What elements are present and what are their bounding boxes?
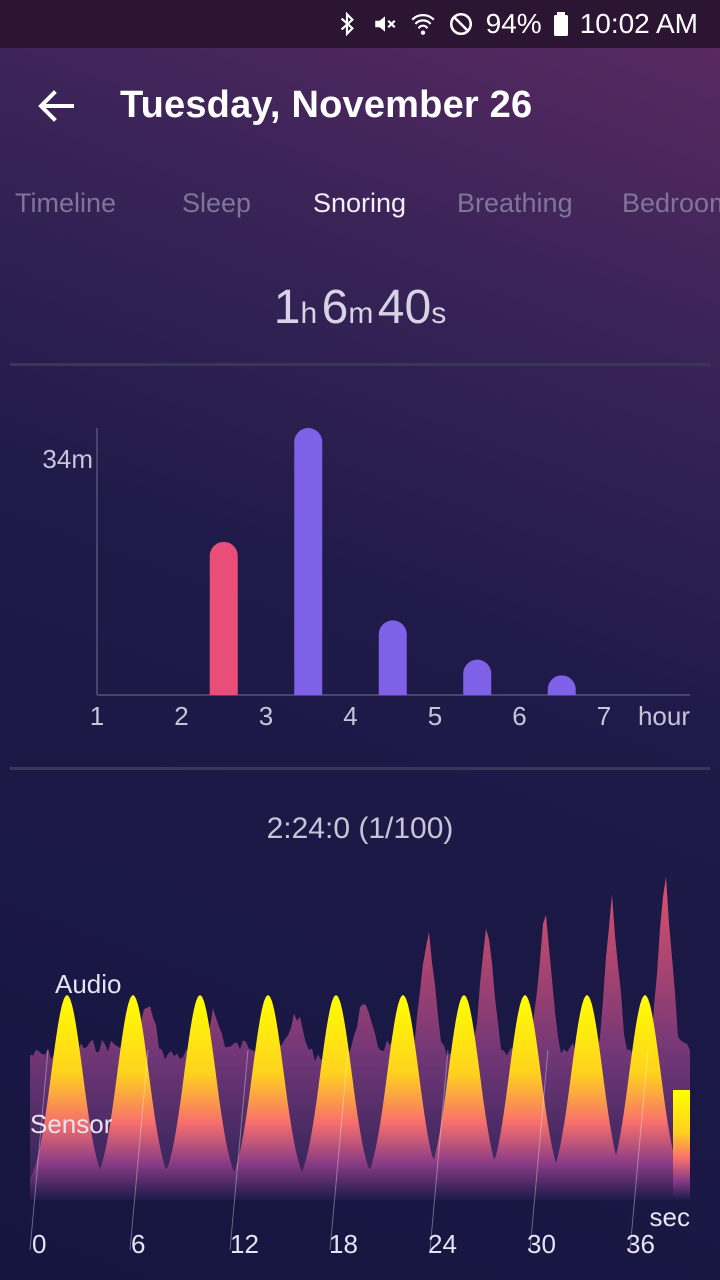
snoring-bar [209, 541, 238, 695]
tab-sleep[interactable]: Sleep [182, 188, 252, 218]
duration-minutes: 6 [321, 281, 349, 334]
x-tick-label: 6 [131, 1229, 145, 1259]
sensor-label: Sensor [30, 1109, 113, 1139]
grid-line [129, 1049, 149, 1251]
wifi-icon [411, 14, 435, 35]
page-title: Tuesday, November 26 [120, 84, 533, 126]
grid-line [529, 1049, 549, 1251]
clock: 10:02 AM [579, 8, 698, 39]
grid-line [429, 1049, 449, 1251]
x-tick-label: 4 [343, 701, 357, 731]
sensor-wave [30, 995, 690, 1200]
divider-top [10, 363, 710, 366]
snoring-bar [294, 428, 323, 695]
do-not-disturb-icon [449, 12, 472, 36]
tab-snoring[interactable]: Snoring [313, 188, 407, 218]
mute-icon [374, 16, 396, 32]
snoring-waveform: Audio Sensor sec 0 6 12 18 24 30 36 [29, 877, 690, 1259]
x-tick-label: 30 [527, 1229, 556, 1259]
audio-label: Audio [55, 969, 122, 999]
x-tick-label: 24 [428, 1229, 457, 1259]
battery-percent: 94% [485, 8, 542, 39]
x-tick-label: 3 [259, 701, 273, 731]
snoring-bar [547, 675, 576, 695]
app-bar: Tuesday, November 26 [0, 60, 720, 150]
grid-line [629, 1049, 649, 1251]
x-tick-label: 0 [32, 1229, 46, 1259]
duration-seconds-unit: s [431, 297, 447, 330]
duration-minutes-unit: m [348, 297, 374, 330]
grid-line [29, 1049, 49, 1251]
y-tick-label: 34m [42, 444, 93, 474]
x-axis-label: hour [638, 701, 690, 731]
tab-bedroom[interactable]: Bedroom [622, 188, 720, 218]
x-tick-label: 18 [329, 1229, 358, 1259]
grid-line [329, 1049, 349, 1251]
bluetooth-icon [340, 11, 354, 37]
x-tick-label: 6 [512, 701, 526, 731]
x-tick-label: 36 [626, 1229, 655, 1259]
waveform-time-label: 2:24:0 (1/100) [266, 812, 454, 845]
snoring-duration: 1h 6m 40s [0, 280, 720, 335]
snoring-bar [378, 620, 407, 695]
back-arrow-icon[interactable] [34, 84, 78, 128]
duration-hours-unit: h [300, 297, 318, 330]
duration-hours: 1 [273, 281, 301, 334]
status-bar: 94% 10:02 AM [0, 0, 720, 48]
x-tick-label: 12 [230, 1229, 259, 1259]
x-tick-label: 1 [90, 701, 104, 731]
x-tick-label: 5 [428, 701, 442, 731]
x-unit-label: sec [650, 1202, 690, 1232]
sensor-wave-tail [673, 1090, 690, 1200]
x-tick-label: 2 [174, 701, 188, 731]
tab-timeline[interactable]: Timeline [15, 188, 117, 218]
duration-seconds: 40 [377, 281, 432, 334]
snoring-bar-chart: 34m 1 2 3 4 5 6 7 hour [42, 428, 690, 731]
tab-bar: Timeline Sleep Snoring Breathing Bedroom [0, 188, 720, 236]
divider-bottom [10, 767, 710, 770]
x-tick-label: 7 [597, 701, 611, 731]
snoring-bar [463, 659, 492, 695]
battery-icon [553, 12, 568, 36]
tab-breathing[interactable]: Breathing [457, 188, 573, 218]
grid-line [229, 1049, 249, 1251]
